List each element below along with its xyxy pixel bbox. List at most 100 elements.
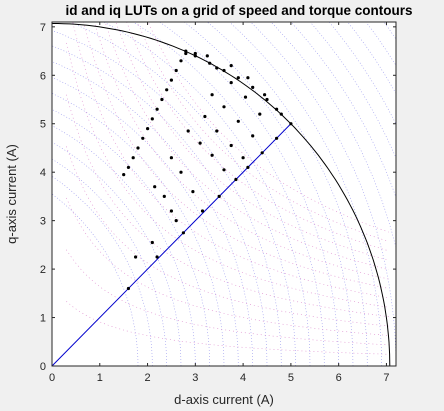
mtpa-line <box>52 123 292 366</box>
boundary-point-8 <box>160 97 164 102</box>
speed-contour-3 <box>52 141 182 366</box>
axes-box <box>51 21 397 367</box>
speed-contour-6 <box>52 93 225 366</box>
plot-axes: 0 1 2 3 4 5 6 7 0 1 2 3 4 5 6 7 <box>40 21 397 384</box>
lut-point-30 <box>258 112 262 116</box>
boundary-point-10 <box>169 78 173 82</box>
lut-point-8 <box>153 185 157 189</box>
x-tick-label-5: 5 <box>288 372 294 384</box>
lut-point-41 <box>184 49 188 53</box>
x-tick-label-6: 6 <box>336 372 342 384</box>
lut-point-34 <box>289 122 293 126</box>
lut-point-17 <box>198 141 202 145</box>
x-axis-ticks: 0 1 2 3 4 5 6 7 <box>49 22 390 384</box>
y-tick-label-4: 4 <box>40 167 46 179</box>
lut-point-5 <box>174 219 178 223</box>
torque-contour-5 <box>66 42 389 308</box>
lut-point-29 <box>275 136 279 140</box>
lut-point-0 <box>126 286 130 291</box>
axes-background <box>52 22 396 366</box>
speed-contour-17 <box>228 22 382 366</box>
speed-contour-9 <box>52 45 268 366</box>
boundary-point-12 <box>179 59 183 63</box>
speed-contour-13 <box>132 22 325 366</box>
lut-point-28 <box>210 93 214 97</box>
speed-contour-2 <box>52 158 167 366</box>
circle-point-1 <box>208 61 212 65</box>
y-tick-label-6: 6 <box>40 70 46 82</box>
lut-point-21 <box>229 143 233 148</box>
lut-point-32 <box>229 81 233 85</box>
torque-contour-2 <box>66 197 389 336</box>
boundary-point-11 <box>174 68 178 73</box>
circle-point-5 <box>265 97 269 102</box>
lut-point-24 <box>260 151 264 155</box>
lut-point-2 <box>150 240 154 245</box>
lut-point-15 <box>222 168 226 172</box>
lut-point-11 <box>191 190 195 194</box>
x-tick-label-3: 3 <box>192 372 198 384</box>
y-tick-label-5: 5 <box>40 119 46 131</box>
y-axis-label: q-axis current (A) <box>4 144 19 244</box>
circle-point-2 <box>222 68 226 73</box>
y-tick-label-1: 1 <box>40 313 46 325</box>
x-axis-label: d-axis current (A) <box>174 392 274 407</box>
lut-point-3 <box>155 255 159 259</box>
lut-point-23 <box>203 114 207 119</box>
x-tick-label-1: 1 <box>97 372 103 384</box>
boundary-point-3 <box>136 146 140 150</box>
lut-point-16 <box>210 153 214 157</box>
speed-contour-12 <box>103 22 311 366</box>
lut-point-4 <box>181 231 185 235</box>
lut-point-13 <box>169 156 173 160</box>
speed-contour-8 <box>52 61 253 366</box>
lut-point-19 <box>246 165 250 169</box>
y-tick-label-7: 7 <box>40 22 46 34</box>
boundary-point-1 <box>126 165 130 169</box>
lut-point-39 <box>205 54 209 58</box>
x-tick-label-4: 4 <box>240 372 246 384</box>
lut-point-35 <box>275 107 279 111</box>
torque-contour-9 <box>104 22 389 270</box>
lut-point-10 <box>200 209 205 213</box>
lut-point-18 <box>186 129 190 133</box>
speed-contour-7 <box>52 77 239 366</box>
lut-point-25 <box>251 134 255 138</box>
y-axis-ticks: 0 1 2 3 4 5 6 7 <box>40 22 396 373</box>
y-tick-label-2: 2 <box>40 264 46 276</box>
lut-point-22 <box>215 129 219 133</box>
lut-point-20 <box>241 156 245 160</box>
chart-title: id and iq LUTs on a grid of speed and to… <box>65 3 412 18</box>
marker-layer <box>122 49 293 291</box>
x-tick-label-0: 0 <box>49 372 55 384</box>
boundary-point-4 <box>141 136 145 140</box>
torque-contour-8 <box>94 22 389 280</box>
x-tick-label-7: 7 <box>383 372 389 384</box>
torque-contour-3 <box>66 146 389 327</box>
torque-contour-4 <box>66 94 389 317</box>
speed-contour-10 <box>52 30 282 366</box>
torque-contour-7 <box>83 22 389 289</box>
lut-point-26 <box>236 119 240 123</box>
lut-point-7 <box>162 194 166 198</box>
lut-point-40 <box>193 51 197 56</box>
circle-point-0 <box>193 54 197 58</box>
boundary-point-0 <box>122 173 126 177</box>
lut-point-27 <box>222 105 226 109</box>
torque-contour-6 <box>72 22 389 299</box>
lut-point-12 <box>179 170 183 174</box>
boundary-point-5 <box>146 127 150 131</box>
lut-point-37 <box>246 76 250 80</box>
lut-point-33 <box>215 66 219 70</box>
y-tick-label-3: 3 <box>40 216 46 228</box>
lut-point-31 <box>243 95 248 99</box>
boundary-point-2 <box>131 156 135 160</box>
circle-point-3 <box>236 76 240 80</box>
lut-point-38 <box>229 64 233 68</box>
boundary-point-13 <box>184 51 188 56</box>
boundary-point-9 <box>165 88 169 92</box>
lut-point-9 <box>217 194 221 198</box>
lut-point-6 <box>169 209 173 213</box>
y-tick-label-0: 0 <box>40 361 46 373</box>
